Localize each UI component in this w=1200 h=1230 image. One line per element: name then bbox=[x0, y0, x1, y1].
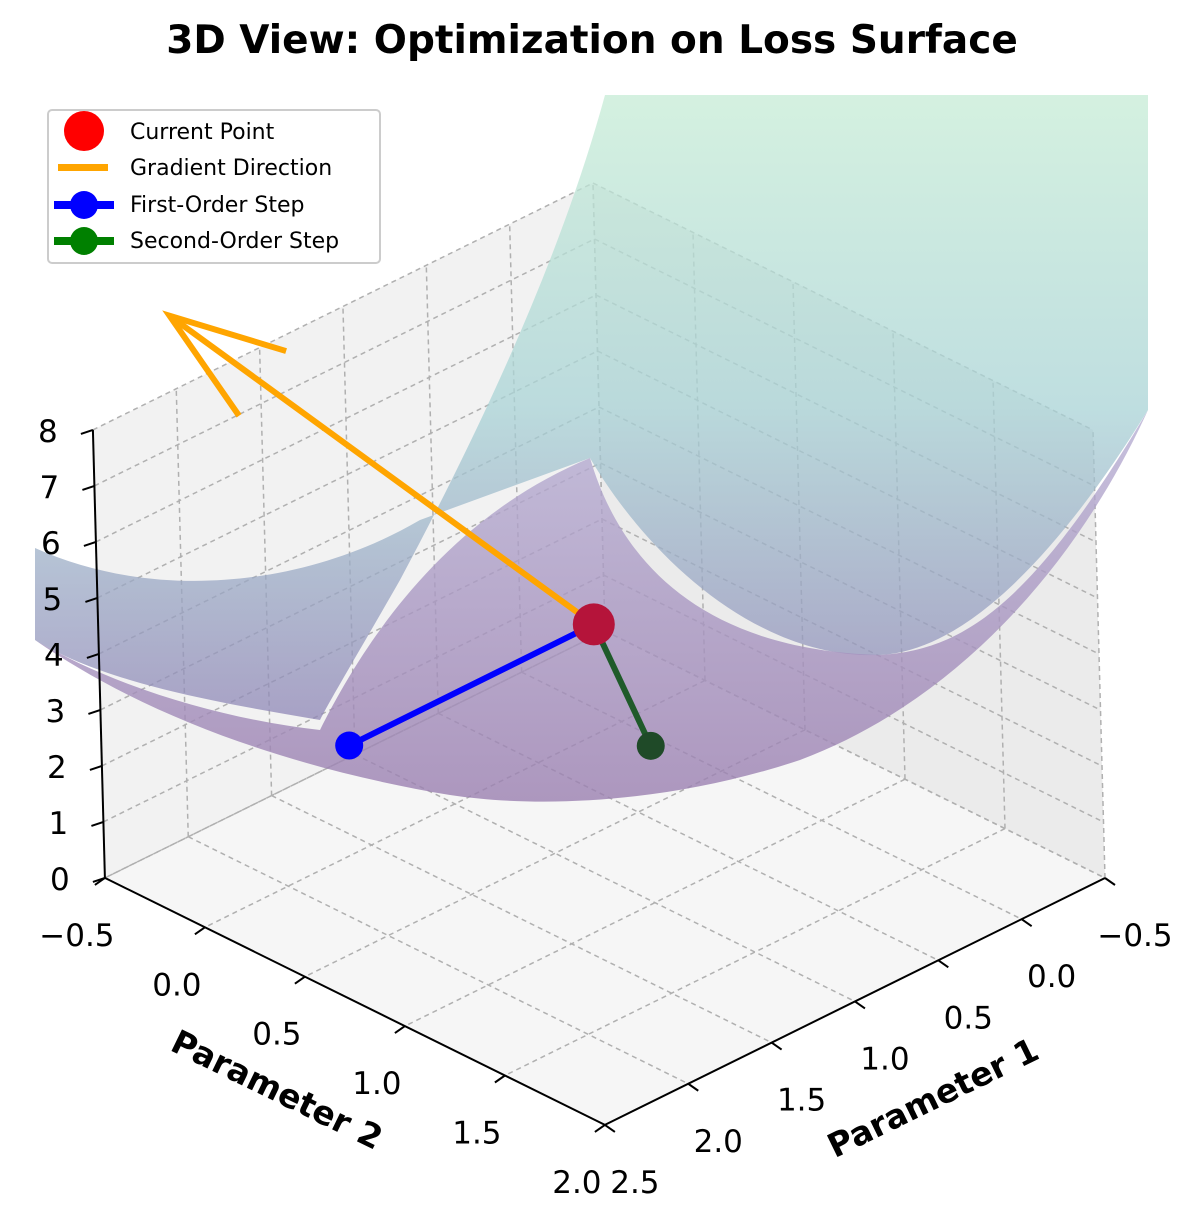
chart-title: 3D View: Optimization on Loss Surface bbox=[166, 18, 1018, 63]
gridline-z-left bbox=[101, 518, 603, 767]
x-tick-label: 2.5 bbox=[610, 1165, 659, 1201]
z-tick-label: 3 bbox=[46, 694, 66, 730]
y-tick-label: 2.0 bbox=[552, 1165, 601, 1201]
axes bbox=[80, 428, 1116, 1133]
gridline-x-floor bbox=[271, 794, 772, 1044]
z-tick-label: 5 bbox=[43, 582, 63, 618]
legend-label-second-order: Second-Order Step bbox=[130, 229, 339, 254]
gradient-arrow-shaft bbox=[167, 313, 596, 627]
z-tick bbox=[83, 540, 97, 547]
z-tick-label: 4 bbox=[44, 638, 64, 674]
second-order-step-line bbox=[591, 623, 654, 748]
gridline-z-left bbox=[95, 294, 597, 543]
gridline-x-floor bbox=[187, 836, 689, 1085]
tick-labels: −0.50.00.51.01.52.02.5−0.50.00.51.01.52.… bbox=[38, 414, 1173, 1201]
y-tick bbox=[494, 1074, 506, 1084]
gridline-x-wall bbox=[258, 347, 273, 796]
y-tick-label: −0.5 bbox=[39, 918, 114, 954]
x-tick-label: 0.5 bbox=[944, 1000, 993, 1036]
legend-label-first-order: First-Order Step bbox=[130, 193, 304, 218]
current-point-marker bbox=[572, 603, 615, 646]
gradient-arrow-head bbox=[162, 310, 287, 418]
legend: Current Point Gradient Direction First-O… bbox=[47, 109, 381, 264]
y-tick bbox=[294, 975, 306, 985]
optimization-marks bbox=[162, 310, 665, 760]
y-tick-label: 0.5 bbox=[252, 1017, 301, 1053]
z-tick-label: 1 bbox=[49, 806, 69, 842]
x-tick-label: −0.5 bbox=[1097, 918, 1172, 954]
z-tick-label: 8 bbox=[38, 414, 58, 450]
first-order-step-line bbox=[347, 621, 596, 749]
x-tick bbox=[687, 1082, 699, 1092]
gridline-z-left bbox=[94, 238, 595, 487]
x-tick-label: 1.0 bbox=[860, 1041, 909, 1077]
gridline-z-left bbox=[97, 350, 598, 599]
legend-current-point-marker bbox=[64, 111, 104, 151]
z-tick-label: 2 bbox=[47, 750, 67, 786]
x-tick bbox=[1104, 877, 1116, 886]
second-order-step-marker bbox=[636, 731, 665, 760]
x-tick bbox=[771, 1041, 783, 1051]
z-tick bbox=[92, 876, 106, 883]
y-tick-label: 1.5 bbox=[452, 1116, 501, 1152]
z-tick bbox=[89, 764, 103, 771]
x-axis-label: Parameter 1 bbox=[821, 1030, 1045, 1166]
y-tick-label: 0.0 bbox=[152, 967, 201, 1003]
x-tick bbox=[854, 1000, 866, 1010]
z-tick bbox=[85, 596, 98, 603]
legend-frame bbox=[47, 109, 381, 264]
z-tick-label: 7 bbox=[40, 470, 60, 506]
z-tick bbox=[82, 484, 95, 491]
gridline-z-left bbox=[92, 182, 594, 431]
gridline-y-floor bbox=[404, 778, 906, 1027]
x-tick-label: 1.5 bbox=[777, 1083, 826, 1119]
legend-second-order-marker bbox=[70, 227, 98, 255]
surface-back-sheet bbox=[35, 95, 1148, 720]
x-tick-label: 0.0 bbox=[1027, 959, 1076, 995]
y-tick bbox=[594, 1124, 606, 1133]
y-axis-line bbox=[104, 877, 606, 1126]
x-tick bbox=[937, 959, 949, 969]
left-pane bbox=[92, 183, 605, 878]
z-tick bbox=[91, 820, 104, 827]
gridline-x-floor bbox=[354, 753, 856, 1003]
z-tick-label: 0 bbox=[50, 862, 70, 898]
x-tick bbox=[1021, 918, 1033, 927]
x-tick bbox=[604, 1124, 616, 1133]
z-tick bbox=[80, 428, 94, 435]
legend-label-gradient: Gradient Direction bbox=[130, 156, 332, 181]
gridline-z-left bbox=[104, 630, 606, 879]
x-tick-label: 2.0 bbox=[694, 1124, 743, 1160]
z-tick-label: 6 bbox=[41, 526, 61, 562]
z-tick bbox=[86, 652, 100, 659]
z-tick bbox=[88, 708, 101, 715]
legend-gradient-line bbox=[58, 164, 108, 171]
gridline-z-left bbox=[103, 574, 604, 823]
legend-label-current-point: Current Point bbox=[130, 120, 275, 145]
y-tick-label: 1.0 bbox=[352, 1066, 401, 1102]
gridline-x-wall bbox=[175, 388, 189, 837]
y-tick bbox=[394, 1025, 406, 1034]
first-order-step-marker bbox=[335, 731, 364, 760]
legend-first-order-marker bbox=[70, 191, 98, 219]
gridline-y-floor bbox=[504, 827, 1006, 1077]
y-tick bbox=[194, 926, 206, 936]
